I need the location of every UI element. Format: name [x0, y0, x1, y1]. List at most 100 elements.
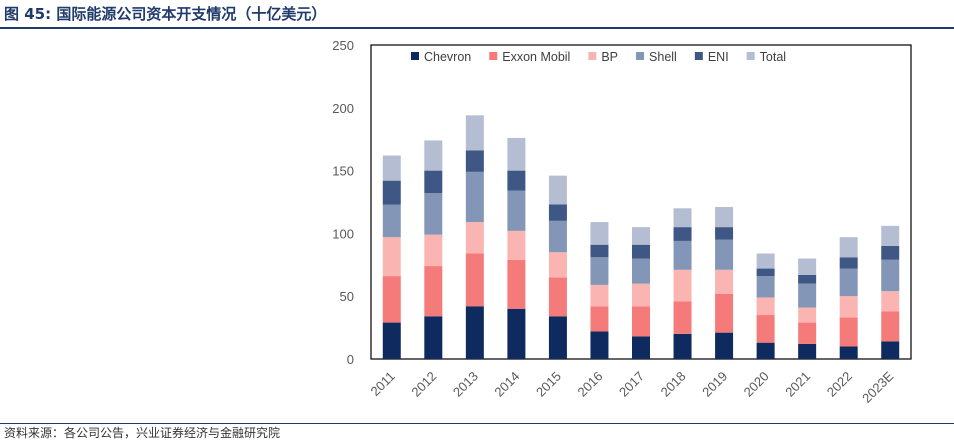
- bar-segment-exxon-mobil: [424, 266, 443, 317]
- x-tick-label: 2014: [491, 369, 522, 400]
- legend-label: BP: [601, 50, 618, 64]
- bar-segment-bp: [798, 307, 817, 323]
- bar-segment-eni: [798, 274, 817, 284]
- bar-segment-eni: [382, 180, 401, 205]
- x-tick-label: 2019: [699, 369, 730, 400]
- bar-segment-shell: [382, 204, 401, 238]
- bar-segment-shell: [424, 193, 443, 235]
- bar-segment-eni: [465, 150, 484, 172]
- legend: Chevron Exxon Mobil BP Shell ENI Total: [411, 50, 786, 64]
- x-tick-label: 2023E: [859, 368, 896, 405]
- legend-swatch: [489, 52, 498, 60]
- bar-segment-chevron: [590, 331, 609, 359]
- legend-label: Total: [760, 50, 786, 64]
- bar-segment-eni: [590, 244, 609, 258]
- legend-swatch: [694, 52, 703, 60]
- bar-segment-chevron: [632, 336, 650, 359]
- bar-segment-total: [881, 225, 900, 246]
- bar-segment-bp: [881, 291, 900, 312]
- bar-segment-bp: [715, 269, 734, 294]
- x-tick-label: 2018: [658, 369, 689, 400]
- bar-segment-bp: [382, 237, 401, 277]
- bar-segment-exxon-mobil: [465, 253, 484, 307]
- bar-segment-bp: [756, 297, 775, 316]
- bar-segment-chevron: [881, 341, 900, 359]
- bar-segment-total: [715, 207, 734, 228]
- bar-segment-total: [756, 253, 775, 269]
- x-tick-label: 2012: [408, 369, 439, 400]
- x-tick-label: 2021: [782, 369, 813, 400]
- bar-segment-exxon-mobil: [590, 306, 609, 332]
- bar-segment-total: [590, 222, 609, 245]
- bar-segment-exxon-mobil: [756, 315, 775, 343]
- x-tick-label: 2017: [616, 369, 647, 400]
- bar-segment-exxon-mobil: [798, 322, 817, 344]
- bar-segment-eni: [715, 227, 734, 240]
- bar-segment-exxon-mobil: [548, 277, 567, 317]
- bar-segment-exxon-mobil: [839, 317, 858, 347]
- bar-segment-chevron: [424, 316, 443, 359]
- legend-swatch: [588, 52, 597, 60]
- bar-segment-eni: [673, 227, 692, 241]
- x-tick-label: 2011: [368, 369, 398, 399]
- legend-label: Exxon Mobil: [502, 50, 570, 64]
- bar-segment-chevron: [548, 316, 567, 359]
- bar-segment-total: [798, 258, 817, 275]
- x-tick-label: 2013: [450, 369, 481, 400]
- bar-segment-bp: [590, 284, 609, 307]
- bar-segment-chevron: [798, 343, 817, 359]
- bars-group: [382, 115, 900, 359]
- x-tick-label: 2022: [824, 369, 855, 400]
- bar-segment-eni: [632, 244, 650, 259]
- bottom-divider: [0, 423, 954, 424]
- legend-label: Chevron: [424, 50, 471, 64]
- bar-segment-chevron: [382, 322, 401, 359]
- bar-segment-shell: [548, 220, 567, 253]
- figure-title: 图 45: 国际能源公司资本开支情况（十亿美元）: [4, 5, 327, 23]
- bar-segment-chevron: [715, 332, 734, 359]
- bar-segment-total: [465, 115, 484, 151]
- bar-segment-shell: [715, 239, 734, 270]
- bar-segment-total: [424, 140, 443, 171]
- bar-segment-shell: [881, 259, 900, 292]
- x-tick-label: 2016: [575, 369, 606, 400]
- bar-segment-exxon-mobil: [673, 301, 692, 334]
- bar-segment-chevron: [465, 306, 484, 359]
- y-tick-label: 100: [332, 226, 354, 241]
- bar-segment-shell: [465, 171, 484, 223]
- bar-segment-bp: [548, 252, 567, 278]
- bar-segment-eni: [756, 268, 775, 277]
- bar-segment-total: [382, 155, 401, 181]
- bar-segment-shell: [507, 190, 526, 231]
- bar-segment-exxon-mobil: [715, 293, 734, 333]
- legend-label: Shell: [649, 50, 677, 64]
- bar-segment-bp: [424, 234, 443, 267]
- stacked-bar-chart: 0 50 100 150 200 250 2011 2012 2013 2014 2015 2016…: [332, 38, 912, 406]
- x-axis: 2011 2012 2013 2014 2015 2016 2017 2018 2019 2020…: [368, 368, 897, 405]
- title-divider: [0, 27, 954, 29]
- bar-segment-total: [632, 227, 650, 245]
- x-tick-label: 2015: [533, 369, 564, 400]
- y-tick-label: 200: [332, 101, 354, 116]
- y-tick-label: 150: [332, 164, 354, 179]
- bar-segment-shell: [839, 268, 858, 297]
- bar-segment-total: [548, 175, 567, 205]
- x-tick-label: 2020: [741, 369, 772, 400]
- bar-segment-eni: [424, 170, 443, 194]
- bar-segment-total: [507, 137, 526, 171]
- bar-segment-shell: [798, 283, 817, 308]
- bar-segment-shell: [673, 240, 692, 270]
- bar-segment-bp: [507, 230, 526, 260]
- bar-segment-exxon-mobil: [507, 259, 526, 309]
- bar-segment-exxon-mobil: [881, 311, 900, 342]
- legend-swatch: [636, 52, 645, 60]
- bar-segment-chevron: [507, 308, 526, 359]
- legend-swatch: [411, 52, 419, 60]
- bar-segment-shell: [590, 257, 609, 285]
- source-note: 资料来源：各公司公告，兴业证券经济与金融研究院: [4, 426, 281, 440]
- bar-segment-eni: [548, 204, 567, 221]
- bar-segment-total: [673, 208, 692, 228]
- legend-label: ENI: [708, 50, 729, 64]
- y-tick-label: 50: [340, 289, 354, 304]
- bar-segment-eni: [507, 170, 526, 191]
